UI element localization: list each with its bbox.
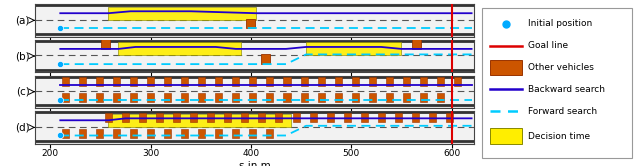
Bar xyxy=(246,19,255,28)
Bar xyxy=(139,113,146,122)
Bar xyxy=(113,129,120,138)
Bar xyxy=(266,129,273,138)
Bar xyxy=(310,113,317,122)
Bar xyxy=(164,77,171,86)
Bar xyxy=(403,77,410,86)
Bar xyxy=(361,113,368,122)
Bar xyxy=(79,77,86,86)
Bar xyxy=(96,129,103,138)
Bar xyxy=(266,93,273,102)
Bar xyxy=(284,93,291,102)
Bar xyxy=(232,93,239,102)
Bar xyxy=(122,113,129,122)
Bar xyxy=(301,93,308,102)
Bar xyxy=(62,93,69,102)
Bar xyxy=(130,77,137,86)
Bar xyxy=(403,93,410,102)
Text: (a): (a) xyxy=(15,15,30,25)
Bar xyxy=(215,93,222,102)
Bar xyxy=(164,93,171,102)
Text: Goal line: Goal line xyxy=(528,41,568,50)
Bar xyxy=(181,129,188,138)
Text: Decision time: Decision time xyxy=(528,131,590,141)
Bar xyxy=(130,93,137,102)
Bar xyxy=(352,77,359,86)
Bar xyxy=(250,93,257,102)
Bar xyxy=(437,93,444,102)
Bar xyxy=(369,93,376,102)
Bar xyxy=(147,93,154,102)
Bar xyxy=(420,93,427,102)
Text: Backward search: Backward search xyxy=(528,85,605,94)
Bar xyxy=(62,129,69,138)
Text: Forward search: Forward search xyxy=(528,107,597,116)
Bar xyxy=(437,77,444,86)
Bar xyxy=(96,77,103,86)
Bar xyxy=(275,113,282,122)
Bar xyxy=(241,113,248,122)
Bar xyxy=(429,113,436,122)
Bar xyxy=(446,113,453,122)
Bar xyxy=(395,113,402,122)
Bar xyxy=(181,93,188,102)
Bar xyxy=(412,39,421,49)
Bar xyxy=(301,77,308,86)
Bar xyxy=(386,77,393,86)
Bar xyxy=(181,77,188,86)
Bar xyxy=(259,113,266,122)
Text: (b): (b) xyxy=(15,51,30,61)
Bar xyxy=(173,113,180,122)
Bar xyxy=(79,129,86,138)
Text: (c): (c) xyxy=(16,87,30,97)
Bar xyxy=(62,77,69,86)
Bar xyxy=(292,113,300,122)
Bar xyxy=(198,77,205,86)
Bar xyxy=(412,113,419,122)
FancyBboxPatch shape xyxy=(482,8,632,158)
Bar xyxy=(317,77,324,86)
Bar xyxy=(369,77,376,86)
Bar xyxy=(250,77,257,86)
Bar xyxy=(215,77,222,86)
Bar xyxy=(386,93,393,102)
Bar xyxy=(352,93,359,102)
Bar xyxy=(147,129,154,138)
Bar xyxy=(335,77,342,86)
Bar xyxy=(232,129,239,138)
Bar xyxy=(198,93,205,102)
Bar xyxy=(378,113,385,122)
X-axis label: s in m: s in m xyxy=(239,161,270,166)
Bar xyxy=(113,93,120,102)
Bar xyxy=(224,113,231,122)
Bar xyxy=(105,113,112,122)
Bar xyxy=(261,54,271,64)
Bar xyxy=(490,60,522,75)
Bar xyxy=(454,77,461,86)
Bar xyxy=(207,113,214,122)
Text: Other vehicles: Other vehicles xyxy=(528,63,594,72)
Bar xyxy=(101,39,110,49)
Bar xyxy=(164,129,171,138)
Bar xyxy=(215,129,222,138)
Bar xyxy=(326,113,333,122)
Bar xyxy=(490,128,522,144)
Bar xyxy=(79,93,86,102)
Bar xyxy=(266,77,273,86)
Bar xyxy=(190,113,197,122)
Bar xyxy=(113,77,120,86)
Bar xyxy=(420,77,427,86)
Bar xyxy=(344,113,351,122)
Bar xyxy=(284,77,291,86)
Bar xyxy=(96,93,103,102)
Text: Initial position: Initial position xyxy=(528,19,592,28)
Bar xyxy=(335,93,342,102)
Bar xyxy=(156,113,163,122)
Bar xyxy=(250,129,257,138)
Bar xyxy=(317,93,324,102)
Bar xyxy=(130,129,137,138)
Bar xyxy=(232,77,239,86)
Bar xyxy=(147,77,154,86)
Text: (d): (d) xyxy=(15,122,30,132)
Bar xyxy=(198,129,205,138)
